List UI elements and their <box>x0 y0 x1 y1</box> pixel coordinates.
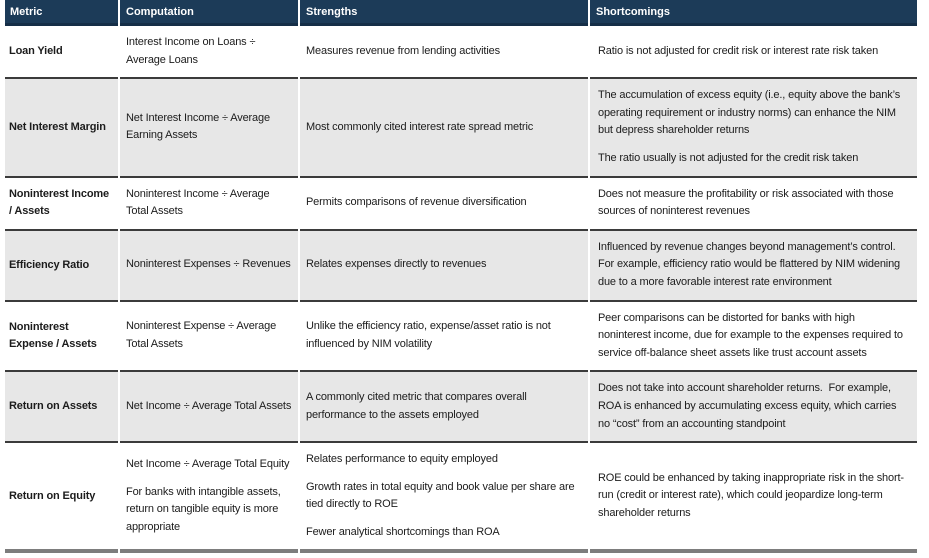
row-return-on-assets: Return on Assets Net Income ÷ Average To… <box>5 372 917 444</box>
paragraph: Most commonly cited interest rate spread… <box>306 120 534 133</box>
paragraph: A commonly cited metric that compares ov… <box>306 391 530 421</box>
paragraph: Permits comparisons of revenue diversifi… <box>306 196 527 209</box>
shortcomings-cell: Influenced by revenue changes beyond man… <box>590 230 917 302</box>
strengths-cell: Relates performance to equity employed Gr… <box>300 443 588 554</box>
computation-cell: Net Interest Income ÷ Average Earning As… <box>120 79 298 178</box>
computation-cell: Noninterest Expense ÷ Average Total Asse… <box>120 301 298 373</box>
paragraph: Interest Income on Loans ÷ Average Loans <box>126 36 258 66</box>
paragraph: Influenced by revenue changes beyond man… <box>598 240 903 288</box>
paragraph: The accumulation of excess equity (i.e.,… <box>598 89 903 137</box>
metric-cell: Efficiency Ratio <box>5 230 118 302</box>
shortcomings-cell: Peer comparisons can be distorted for ba… <box>590 301 917 373</box>
paragraph: Does not take into account shareholder r… <box>598 382 900 430</box>
computation-cell: Net Income ÷ Average Total Equity For ban… <box>120 443 298 554</box>
strengths-cell: Most commonly cited interest rate spread… <box>300 79 588 178</box>
shortcomings-cell: ROE could be enhanced by taking inapprop… <box>590 443 917 554</box>
paragraph: For banks with intangible assets, return… <box>126 485 284 533</box>
strengths-cell: A commonly cited metric that compares ov… <box>300 372 588 444</box>
column-header-shortcomings: Shortcomings <box>590 0 917 26</box>
paragraph: Growth rates in total equity and book va… <box>306 480 578 511</box>
metric-cell: Return on Equity <box>5 443 118 554</box>
computation-cell: Noninterest Income ÷ Average Total Asset… <box>120 177 298 231</box>
row-noninterest-expense-assets: Noninterest Expense / Assets Noninterest… <box>5 301 917 373</box>
strengths-cell: Relates expenses directly to revenues <box>300 230 588 302</box>
paragraph: Noninterest Income ÷ Average Total Asset… <box>126 187 273 218</box>
row-loan-yield: Loan Yield Interest Income on Loans ÷ Av… <box>5 26 917 80</box>
column-header-metric: Metric <box>5 0 118 26</box>
paragraph: Net Income ÷ Average Total Equity <box>126 458 290 471</box>
bank-performance-metrics-table: Metric Computation Strengths Shortcoming… <box>3 0 919 554</box>
column-header-computation: Computation <box>120 0 298 26</box>
paragraph: Relates performance to equity employed <box>306 453 498 466</box>
paragraph: Unlike the efficiency ratio, expense/ass… <box>306 320 554 350</box>
paragraph: Relates expenses directly to revenues <box>306 258 487 271</box>
paragraph: Measures revenue from lending activities <box>306 44 500 57</box>
row-return-on-equity: Return on Equity Net Income ÷ Average To… <box>5 443 917 554</box>
computation-cell: Noninterest Expenses ÷ Revenues <box>120 230 298 302</box>
paragraph: Noninterest Expense ÷ Average Total Asse… <box>126 320 279 350</box>
paragraph: Net Income ÷ Average Total Assets <box>126 399 292 412</box>
metric-cell: Noninterest Income / Assets <box>5 177 118 231</box>
strengths-cell: Unlike the efficiency ratio, expense/ass… <box>300 301 588 373</box>
paragraph: Peer comparisons can be distorted for ba… <box>598 311 906 359</box>
row-net-interest-margin: Net Interest Margin Net Interest Income … <box>5 79 917 178</box>
metric-cell: Noninterest Expense / Assets <box>5 301 118 373</box>
shortcomings-cell: Does not take into account shareholder r… <box>590 372 917 444</box>
shortcomings-cell: Does not measure the profitability or ri… <box>590 177 917 231</box>
paragraph: The ratio usually is not adjusted for th… <box>598 151 859 164</box>
row-efficiency-ratio: Efficiency Ratio Noninterest Expenses ÷ … <box>5 230 917 302</box>
strengths-cell: Measures revenue from lending activities <box>300 26 588 80</box>
header-row: Metric Computation Strengths Shortcoming… <box>5 0 917 26</box>
computation-cell: Net Income ÷ Average Total Assets <box>120 372 298 444</box>
row-noninterest-income-assets: Noninterest Income / Assets Noninterest … <box>5 177 917 231</box>
paragraph: Does not measure the profitability or ri… <box>598 187 897 218</box>
metric-cell: Net Interest Margin <box>5 79 118 178</box>
shortcomings-cell: The accumulation of excess equity (i.e.,… <box>590 79 917 178</box>
paragraph: Noninterest Expenses ÷ Revenues <box>126 258 291 271</box>
metric-cell: Return on Assets <box>5 372 118 444</box>
strengths-cell: Permits comparisons of revenue diversifi… <box>300 177 588 231</box>
column-header-strengths: Strengths <box>300 0 588 26</box>
paragraph: Ratio is not adjusted for credit risk or… <box>598 44 879 57</box>
metric-cell: Loan Yield <box>5 26 118 80</box>
paragraph: ROE could be enhanced by taking inapprop… <box>598 471 904 520</box>
computation-cell: Interest Income on Loans ÷ Average Loans <box>120 26 298 80</box>
paragraph: Net Interest Income ÷ Average Earning As… <box>126 111 273 142</box>
shortcomings-cell: Ratio is not adjusted for credit risk or… <box>590 26 917 80</box>
paragraph: Fewer analytical shortcomings than ROA <box>306 525 500 538</box>
